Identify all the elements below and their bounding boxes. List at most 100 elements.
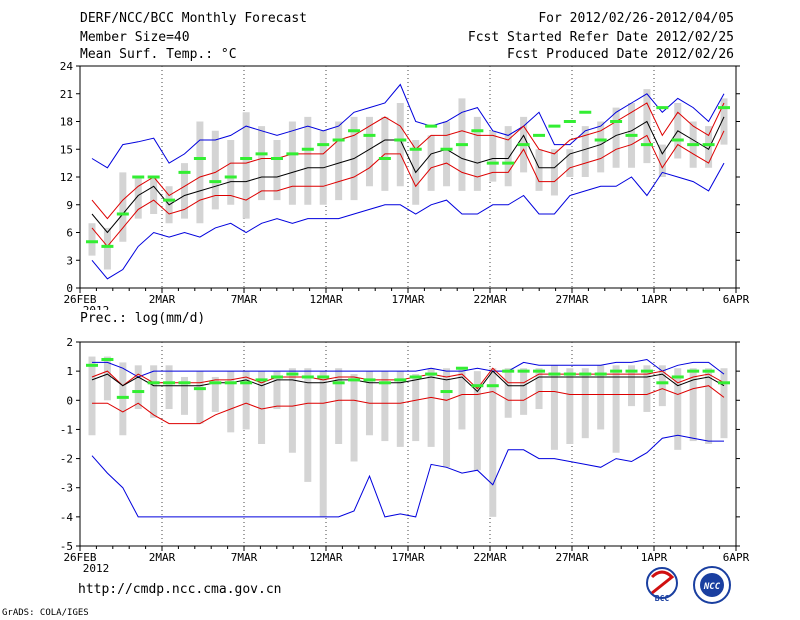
median-marker <box>687 143 700 147</box>
median-marker <box>363 133 376 137</box>
median-marker <box>440 390 453 394</box>
spread-box <box>365 116 373 187</box>
y-tick-label: -3 <box>60 482 73 495</box>
mean-line <box>91 116 725 234</box>
spread-box <box>643 89 651 164</box>
median-marker <box>147 381 160 385</box>
median-marker <box>132 175 145 179</box>
y-tick-label: 15 <box>60 143 73 156</box>
temperature-chart: 0 3 6 9 12 15 18 21 24 26FEB 2MAR 7MAR 12MAR 17MAR 22M… <box>60 60 750 310</box>
y-tick-label: 12 <box>60 171 73 184</box>
spread-box <box>705 368 713 444</box>
bcc-logo-ring <box>646 567 678 599</box>
spread-box <box>674 368 682 450</box>
spread-box <box>705 126 713 168</box>
spread-box <box>612 107 620 168</box>
spread-box <box>520 368 528 415</box>
produced-date: Fcst Produced Date 2012/02/26 <box>507 47 734 62</box>
median-marker <box>610 369 623 373</box>
median-marker <box>332 381 345 385</box>
median-marker <box>116 395 129 399</box>
y-tick-label: 0 <box>66 282 73 295</box>
x-tick-label: 1APR <box>641 293 668 306</box>
median-marker <box>548 124 561 128</box>
precipitation-chart: -5 -4 -3 -2 -1 0 1 2 26FEB 2MAR 7MAR 12MAR 17MAR 22MA… <box>60 336 750 575</box>
spread-box <box>196 121 204 224</box>
median-marker <box>116 212 129 216</box>
spread-box <box>504 368 512 418</box>
median-marker <box>548 372 561 376</box>
median-marker <box>486 161 499 165</box>
median-marker <box>301 375 314 379</box>
x-tick-label: 26FEB <box>63 551 96 564</box>
median-marker <box>163 381 176 385</box>
y-tick-label: -2 <box>60 453 73 466</box>
median-marker <box>486 384 499 388</box>
median-marker <box>224 381 237 385</box>
upper-line <box>91 102 725 220</box>
median-marker <box>132 390 145 394</box>
spread-box <box>211 130 219 210</box>
median-marker <box>348 129 361 133</box>
spread-box <box>581 368 589 439</box>
source-url[interactable]: http://cmdp.ncc.cma.gov.cn <box>78 582 282 597</box>
median-marker <box>579 110 592 114</box>
median-marker <box>286 372 299 376</box>
median-marker <box>702 143 715 147</box>
median-marker <box>563 120 576 123</box>
member-size-label: Member Size=40 <box>80 30 190 45</box>
median-marker <box>656 106 669 110</box>
median-marker <box>425 372 438 376</box>
x-tick-label: 22MAR <box>473 551 506 564</box>
spread-box <box>211 376 219 412</box>
spread-box <box>242 371 250 430</box>
spread-box <box>304 368 312 482</box>
bcc-logo: BCC <box>646 567 678 603</box>
x-tick-label: 6APR <box>723 293 750 306</box>
median-marker <box>86 240 98 244</box>
median-marker <box>224 175 237 179</box>
x-tick-label: 12MAR <box>309 293 342 306</box>
median-marker <box>286 152 299 156</box>
x-tick-label: 17MAR <box>391 293 424 306</box>
spread-box <box>628 365 636 407</box>
median-marker <box>702 369 715 373</box>
median-marker <box>378 157 391 160</box>
median-marker <box>625 133 638 137</box>
median-marker <box>332 138 345 142</box>
spread-box <box>258 126 266 201</box>
median-marker <box>86 363 98 367</box>
x-year-label: 2012 <box>83 304 110 310</box>
x-tick-label: 7MAR <box>231 551 258 564</box>
spread-box <box>165 365 173 410</box>
spread-box <box>427 368 435 447</box>
spread-box <box>443 121 451 187</box>
median-marker <box>671 138 684 142</box>
median-marker <box>502 369 515 373</box>
median-marker <box>178 170 191 174</box>
spread-box <box>566 368 574 444</box>
median-marker <box>409 375 422 379</box>
median-marker <box>101 357 114 361</box>
max-line <box>91 83 725 169</box>
median-marker <box>563 372 576 376</box>
min-line <box>91 162 725 280</box>
spread-box <box>658 144 666 177</box>
spread-box <box>473 116 481 191</box>
median-marker <box>394 378 407 382</box>
median-marker <box>471 384 484 388</box>
lower-line <box>91 130 725 248</box>
x-tick-label: 26FEB <box>63 293 96 306</box>
min-line <box>91 434 724 518</box>
spread-box <box>273 140 281 201</box>
ncc-logo-outer <box>693 566 731 604</box>
median-marker <box>455 143 468 147</box>
spread-box <box>597 121 605 173</box>
median-marker <box>240 157 253 160</box>
median-marker <box>671 375 684 379</box>
median-marker <box>517 143 530 147</box>
median-marker <box>147 175 160 179</box>
spread-box <box>288 121 296 205</box>
spread-box <box>304 116 312 205</box>
spread-box <box>288 368 296 453</box>
